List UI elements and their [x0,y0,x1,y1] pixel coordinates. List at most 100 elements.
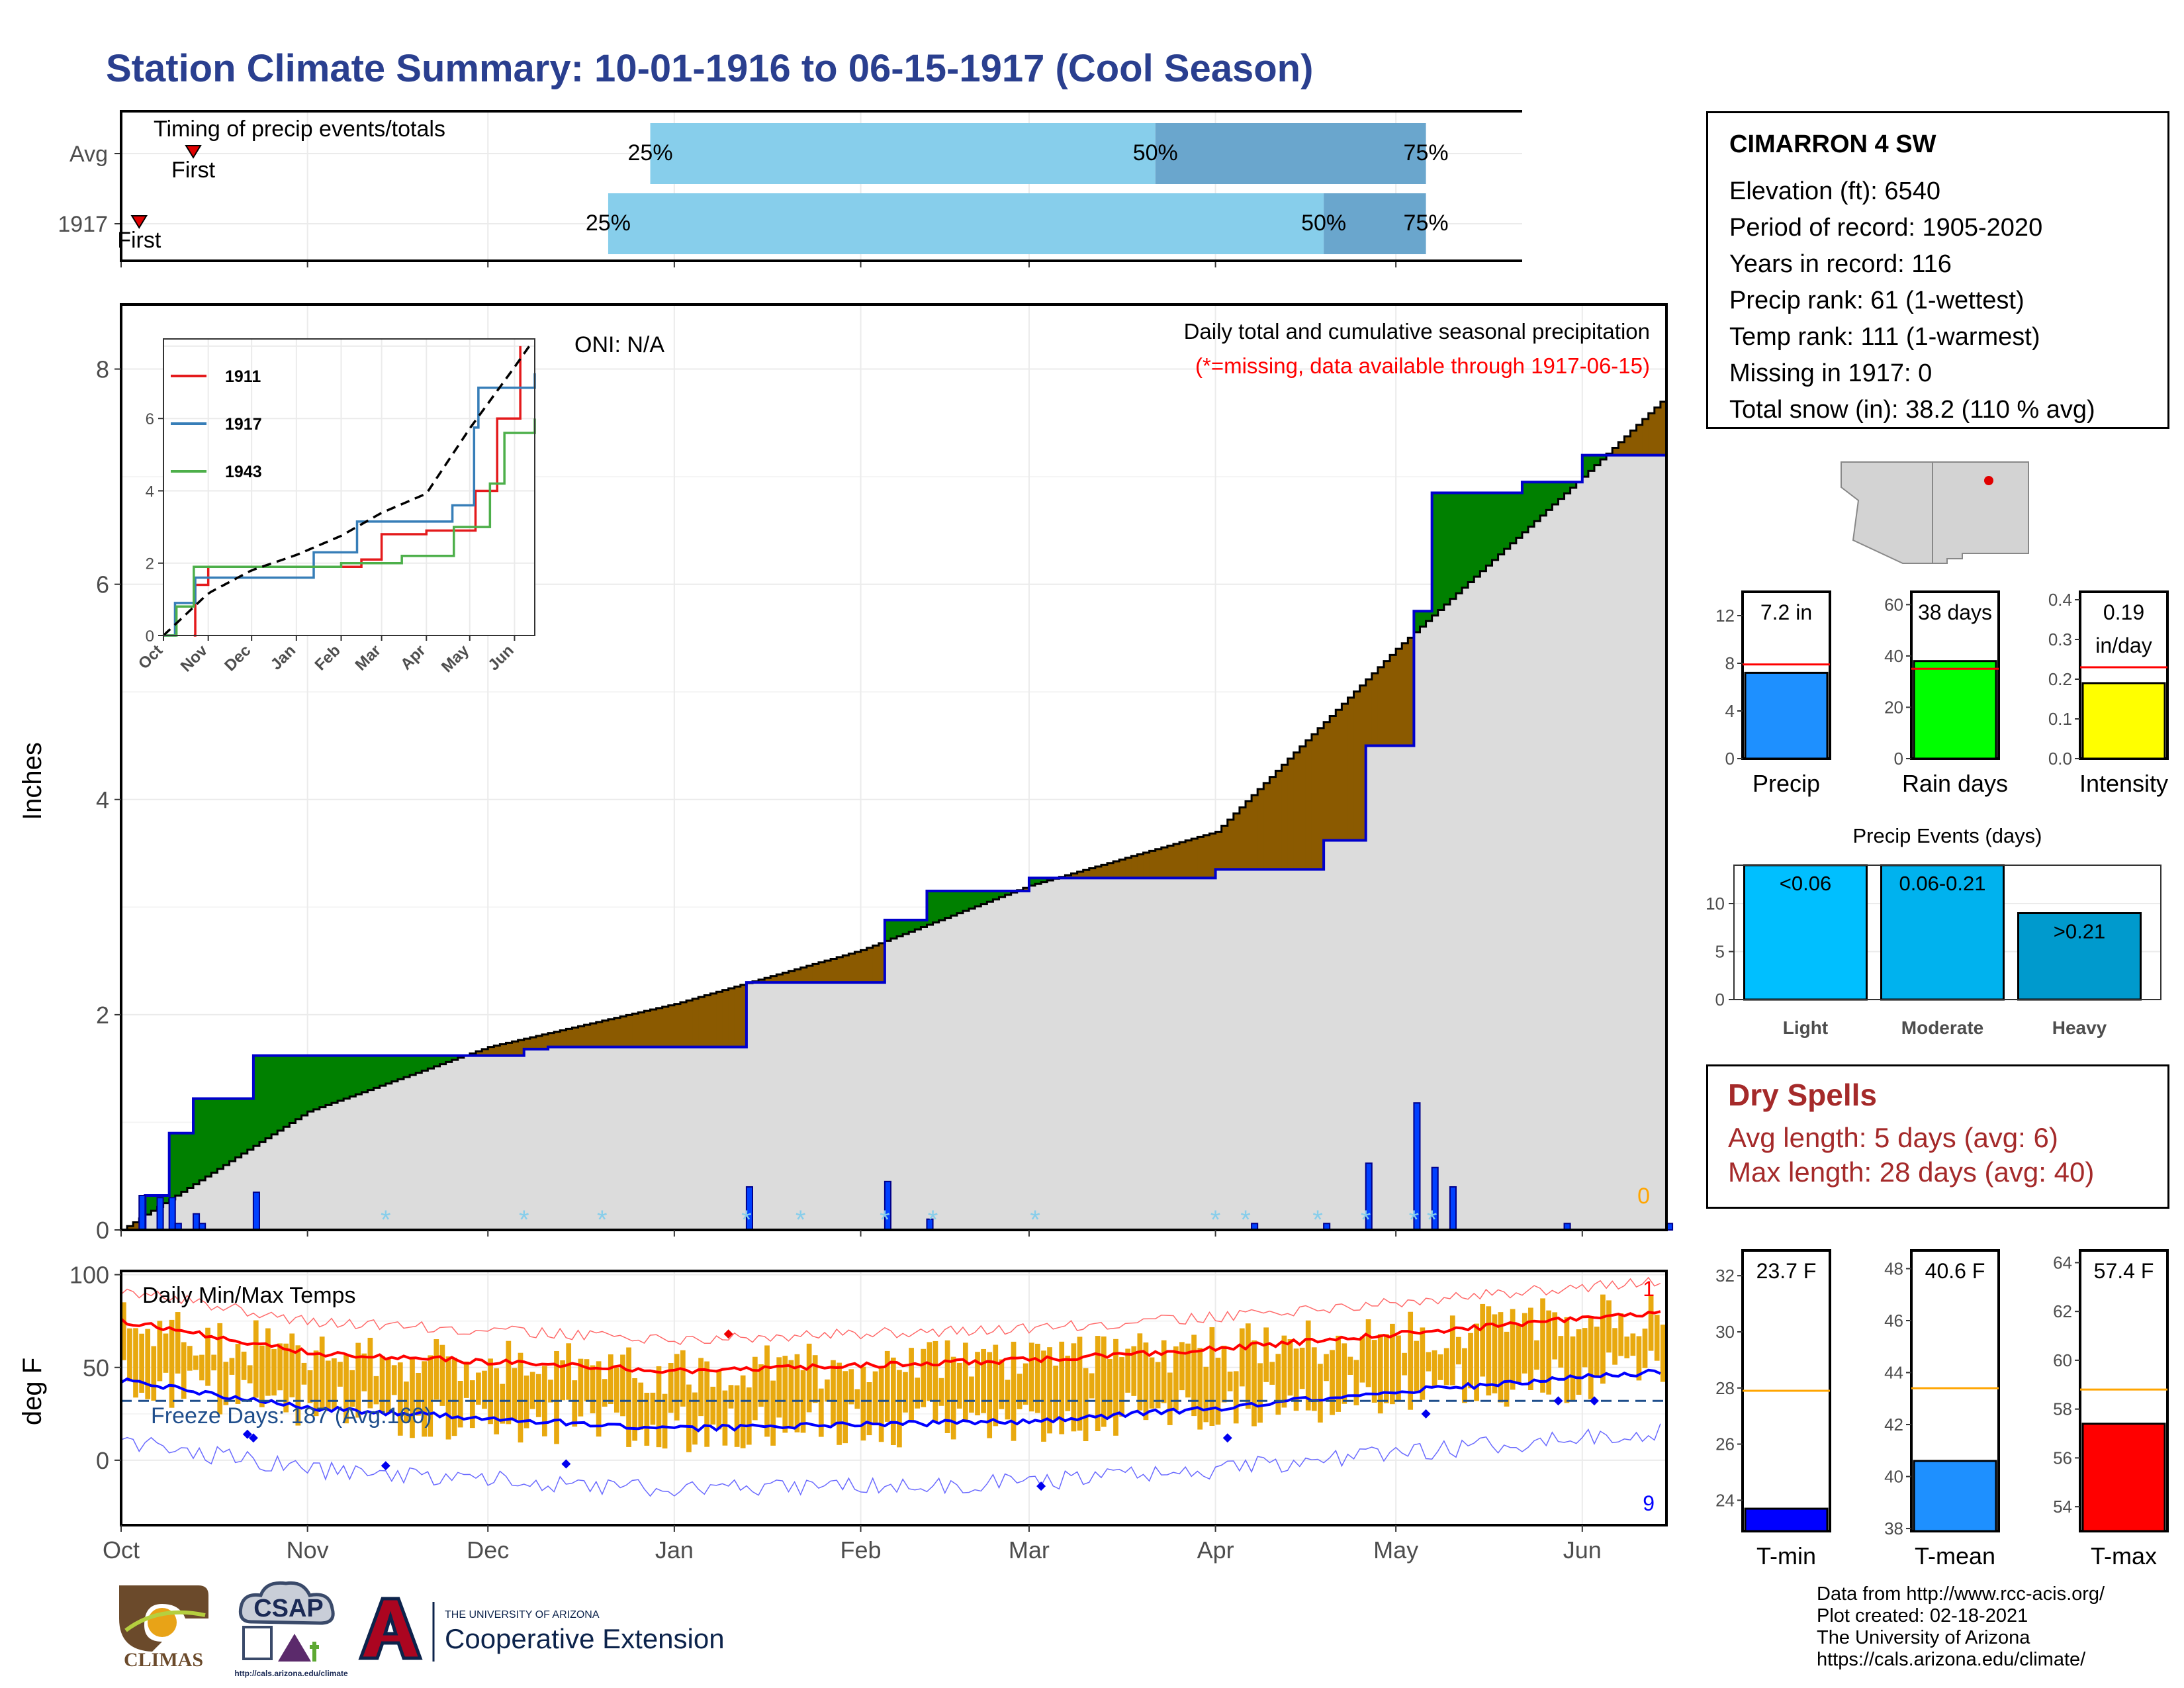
record-low-marker [1222,1433,1232,1443]
cumulative-base-area [1342,840,1349,1230]
daily-temp-bar [265,1328,271,1396]
daily-temp-bar [1101,1336,1107,1427]
daily-temp-bar [818,1388,824,1437]
cumulative-base-area [1233,869,1240,1230]
cumulative-base-area [488,1055,494,1230]
temp-y-tick-label: 0 [96,1447,109,1474]
station-info-box: CIMARRON 4 SW Elevation (ft): 6540 Perio… [1706,111,2169,429]
daily-temp-bar [842,1371,848,1444]
deficit-area [1197,837,1205,878]
station-temp-rank: Temp rank: 111 (1-warmest) [1729,323,2040,351]
record-low-marker [248,1433,258,1443]
daily-temp-bar [572,1380,578,1427]
daily-temp-bar [253,1320,259,1398]
small-chart-label: T-min [1756,1542,1816,1570]
credits: Data from http://www.rcc-acis.org/ Plot … [1817,1583,2105,1671]
deficit-area [686,1000,693,1047]
surplus-area [903,919,909,934]
surplus-area [981,890,987,904]
cumulative-base-area [909,931,915,1230]
deficit-area [878,943,886,983]
daily-temp-bar [1053,1366,1058,1421]
surplus-area [927,890,934,925]
page-title: Station Climate Summary: 10-01-1916 to 0… [106,47,1314,90]
daily-temp-bar [770,1380,776,1446]
surplus-area [367,1055,375,1090]
daily-temp-bar [133,1328,138,1398]
cumulative-base-area [518,1055,525,1230]
daily-temp-bar [1486,1306,1492,1396]
daily-temp-bar [1185,1343,1191,1398]
small-chart-value-bar [1913,660,1997,760]
main-y-axis-label: Inches [18,742,47,820]
cumulative-base-area [1365,745,1373,1230]
cumulative-base-area [921,927,928,1230]
daily-temp-bar [794,1354,800,1432]
record-low-marker [1589,1396,1599,1406]
daily-temp-bar [1342,1343,1347,1404]
daily-temp-bar [500,1383,506,1424]
cumulative-base-area [1275,869,1283,1230]
daily-temp-bar [1221,1345,1227,1403]
daily-temp-bar [1167,1372,1173,1425]
daily-precip-bar [193,1213,201,1231]
cumulative-base-area [722,1047,729,1230]
deficit-area [1215,831,1222,870]
daily-temp-bar [1011,1341,1017,1441]
cumulative-base-area [842,982,849,1230]
surplus-area [391,1055,398,1082]
daily-temp-bar [656,1366,662,1448]
small-chart-y-tick-label: 32 [1715,1266,1735,1286]
daily-temp-bar [578,1358,584,1417]
temp-x-tick-label: May [1373,1536,1418,1564]
daily-temp-bar [950,1356,956,1440]
surplus-area [999,890,1006,898]
record-low-marker [242,1429,252,1439]
inset-series-1917 [163,373,536,637]
daily-temp-bar [247,1365,253,1383]
small-chart-y-tick-label: 0.0 [2048,749,2072,769]
cumulative-base-area [560,1047,567,1230]
average-cumulative-line [121,396,1668,1231]
surplus-area [193,1098,200,1184]
deficit-area [1365,679,1373,746]
daily-temp-bar [283,1343,289,1413]
daily-temp-bar [825,1379,830,1402]
cumulative-base-area [854,982,862,1230]
daily-temp-bar [644,1393,650,1446]
surplus-area [1456,492,1463,594]
deficit-area [554,1031,561,1047]
surplus-area [938,890,946,921]
deficit-area [1065,875,1072,878]
daily-temp-bar [1528,1307,1533,1391]
temp-x-tick-label: Apr [1197,1536,1234,1564]
deficit-area [794,969,801,983]
surplus-area [404,1055,410,1078]
small-chart-value-bar [2081,682,2166,760]
small-chart-label: T-max [2091,1542,2157,1570]
cumulative-base-area [1347,840,1355,1230]
deficit-area [620,1016,627,1047]
daily-temp-bar [752,1356,758,1421]
cumulative-base-area [554,1047,561,1230]
deficit-area [1642,419,1649,455]
cumulative-base-area [445,1062,453,1230]
cumulative-base-area [566,1047,573,1230]
daily-temp-bar [1383,1334,1389,1403]
daily-temp-bar [602,1379,608,1407]
surplus-area [1546,482,1553,510]
deficit-area [776,974,784,983]
cumulative-base-area [1155,878,1162,1230]
surplus-area [259,1055,266,1143]
deficit-area [638,1012,645,1047]
surplus-area [1534,482,1541,522]
deficit-area [548,1033,555,1047]
small-chart-y-tick-label: 24 [1715,1490,1735,1510]
surplus-area [295,1055,302,1119]
cumulative-base-area [1618,455,1625,1230]
daily-temp-bar [1642,1329,1648,1368]
dry-spells-avg: Avg length: 5 days (avg: 6) [1728,1122,2058,1153]
daily-temp-bar [157,1321,163,1382]
daily-temp-bar [433,1339,439,1400]
cumulative-base-area [915,929,921,1230]
